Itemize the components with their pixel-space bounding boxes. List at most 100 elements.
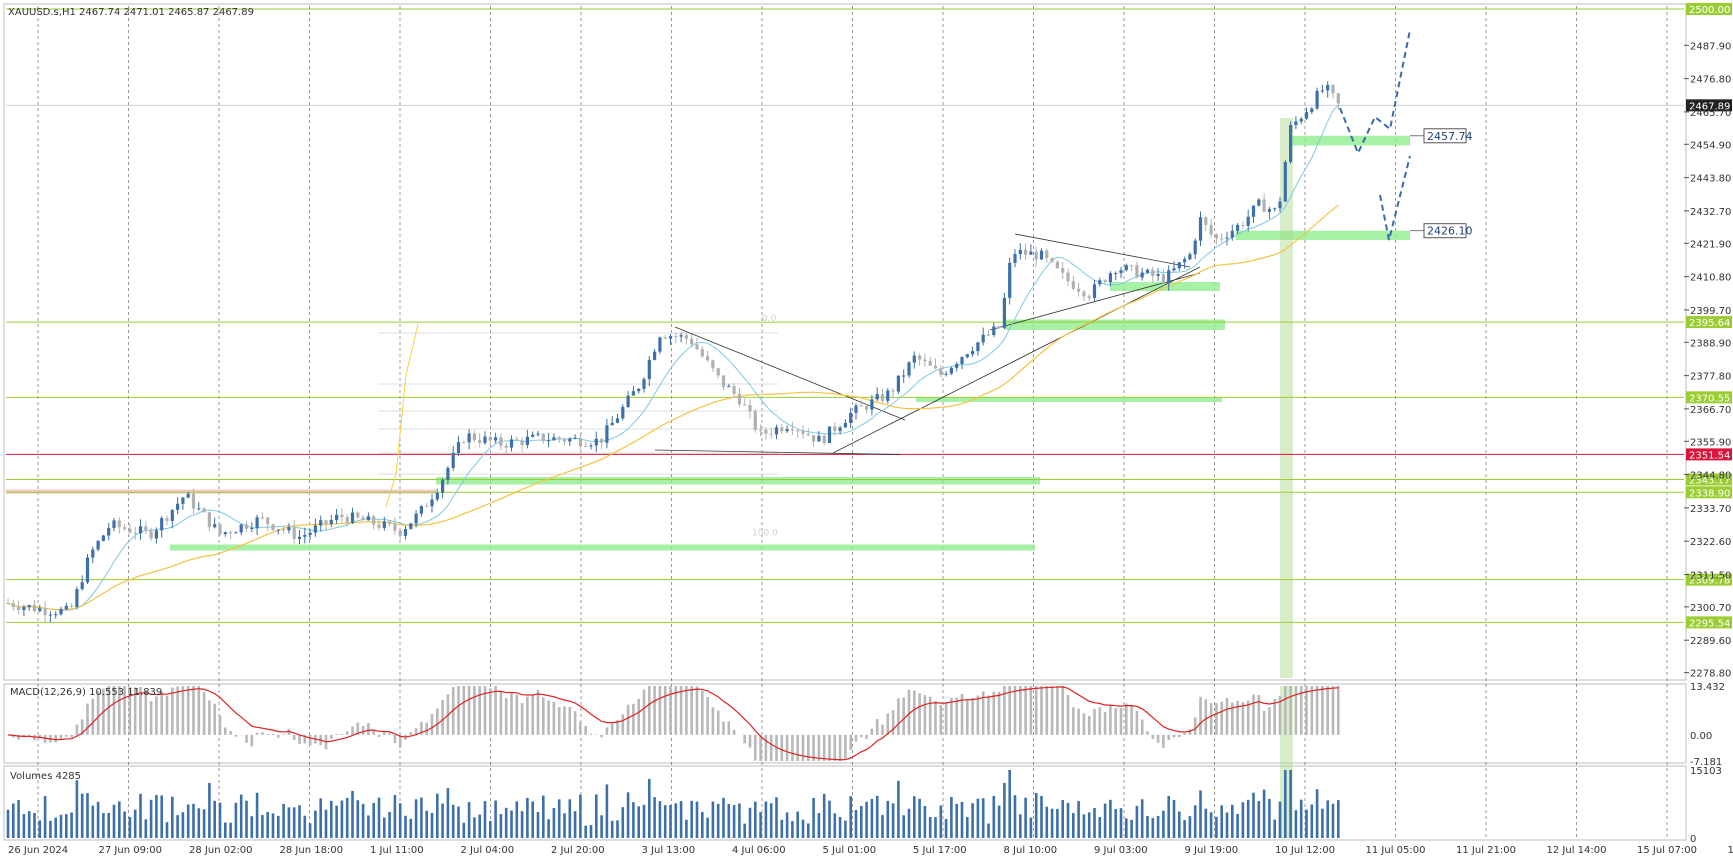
candle-body (415, 514, 418, 524)
candle-body (134, 533, 137, 534)
candle-body (1172, 268, 1175, 270)
price-tick-label: 2443.80 (1690, 174, 1731, 185)
candle-body (478, 440, 481, 443)
candle-body (1241, 225, 1244, 226)
candle-body (690, 339, 693, 345)
candle-body (1019, 250, 1022, 254)
annotation-label: 2426.10 (1427, 225, 1473, 238)
price-tick-label: 2333.70 (1690, 504, 1731, 515)
candle-body (293, 527, 296, 539)
candle-body (224, 532, 227, 534)
price-tick-label: 2465.70 (1690, 108, 1731, 119)
candle-body (70, 606, 73, 607)
candle-body (1035, 252, 1038, 260)
candle-body (287, 527, 290, 530)
time-label: 1 Jul 11:00 (370, 845, 424, 856)
candle-body (197, 508, 200, 509)
candle-body (218, 524, 221, 534)
candle-body (319, 520, 322, 525)
candle-body (1268, 209, 1271, 212)
macd-tick-label: 13.432 (1690, 682, 1725, 693)
candle-body (929, 361, 932, 366)
candle-body (860, 405, 863, 406)
macd-tick-label: 0.00 (1690, 731, 1712, 742)
candle-body (1273, 208, 1276, 209)
volumes-title: Volumes 4285 (10, 771, 81, 782)
candle-body (28, 605, 31, 607)
candle-body (102, 535, 105, 541)
candle-body (945, 374, 948, 375)
support-zone (436, 477, 1040, 485)
candle-body (923, 360, 926, 362)
candle-body (256, 517, 259, 528)
candle-body (176, 504, 179, 510)
candle-body (796, 430, 799, 431)
time-label: 9 Jul 19:00 (1185, 845, 1239, 856)
candle-body (584, 446, 587, 447)
candle-body (1024, 250, 1027, 255)
level-label: 2351.54 (1689, 450, 1730, 461)
candle-body (309, 533, 312, 535)
candle-body (844, 423, 847, 427)
candle-body (393, 524, 396, 531)
time-label: 2 Jul 04:00 (461, 845, 515, 856)
candle-body (160, 518, 163, 530)
candle-body (680, 335, 683, 336)
candle-body (1300, 119, 1303, 122)
candle-body (1051, 258, 1054, 261)
candle-body (605, 425, 608, 442)
candle-body (1093, 284, 1096, 298)
candle-body (907, 363, 910, 376)
candle-body (1236, 225, 1239, 231)
price-tick-label: 2410.80 (1690, 273, 1731, 284)
candle-body (250, 528, 253, 529)
candle-body (706, 356, 709, 360)
candle-body (960, 357, 963, 364)
candle-body (547, 440, 550, 441)
candle-body (1061, 268, 1064, 273)
candle-body (282, 530, 285, 531)
candle-body (595, 439, 598, 446)
candle-body (388, 521, 391, 524)
candle-body (669, 336, 672, 339)
time-label: 15 Jul 07:00 (1637, 845, 1697, 856)
candle-body (356, 513, 359, 518)
fib-label-bottom: 100.0 (752, 529, 778, 539)
price-tick-label: 2487.90 (1690, 41, 1731, 52)
candle-body (950, 368, 953, 374)
candle-body (1220, 238, 1223, 239)
candle-body (892, 391, 895, 392)
candle-body (966, 354, 969, 357)
candle-body (1331, 85, 1334, 93)
candle-body (234, 532, 237, 533)
support-zone (1005, 320, 1225, 331)
candle-body (1104, 280, 1107, 282)
candle-body (1072, 281, 1075, 289)
candle-body (1151, 270, 1154, 276)
candle-body (695, 344, 698, 349)
candle-body (430, 499, 433, 506)
candle-body (240, 525, 243, 533)
vertical-highlight (1280, 118, 1293, 678)
candle-body (12, 603, 15, 607)
price-tick-label: 2377.80 (1690, 372, 1731, 383)
volume-tick-label: 15103 (1690, 766, 1722, 777)
candle-body (552, 437, 555, 440)
price-tick-label: 2399.70 (1690, 306, 1731, 317)
candle-body (118, 520, 121, 527)
candle-body (510, 439, 513, 447)
candle-body (621, 407, 624, 418)
candle-body (870, 399, 873, 409)
candle-body (685, 335, 688, 339)
candle-body (913, 356, 916, 363)
candle-body (568, 439, 571, 442)
candle-body (1316, 91, 1319, 109)
candle-body (748, 405, 751, 411)
candle-body (992, 326, 995, 335)
candle-body (6, 603, 9, 604)
candle-body (515, 439, 518, 440)
candle-body (155, 530, 158, 538)
candle-body (330, 520, 333, 524)
